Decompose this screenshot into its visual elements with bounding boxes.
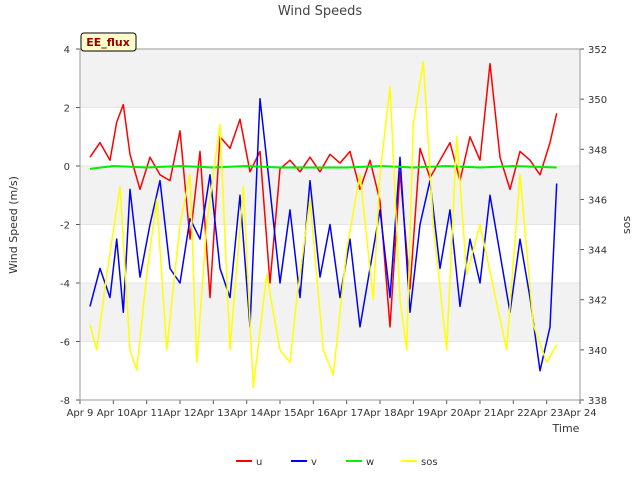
x-tick-label: Apr 24 bbox=[563, 408, 596, 419]
legend-label-u: u bbox=[256, 457, 262, 468]
y-tick-label: -2 bbox=[60, 221, 70, 232]
plot-area: -8 -6 -4 -2 0 2 4 338 340 342 344 346 348 350 352 Apr 9… bbox=[60, 45, 607, 419]
y-axis-label: Wind Speed (m/s) bbox=[7, 176, 20, 274]
legend-label-sos: sos bbox=[421, 457, 438, 468]
x-tick-label: Apr 14 bbox=[230, 408, 263, 419]
x-tick-label: Apr 17 bbox=[330, 408, 363, 419]
y-tick-label: -4 bbox=[60, 279, 70, 290]
chart-title: Wind Speeds bbox=[278, 4, 363, 19]
y2-tick-label: 352 bbox=[588, 45, 607, 56]
x-tick-label: Apr 18 bbox=[363, 408, 396, 419]
grid-band bbox=[80, 283, 580, 342]
x-tick-label: Apr 15 bbox=[263, 408, 296, 419]
y-tick-label: -8 bbox=[60, 396, 70, 407]
y-tick-label: 4 bbox=[64, 45, 70, 56]
y-tick-label: 2 bbox=[64, 104, 70, 115]
y2-tick-label: 350 bbox=[588, 95, 607, 106]
legend-label-w: w bbox=[366, 457, 374, 468]
y2-tick-label: 346 bbox=[588, 195, 607, 206]
y2-tick-label: 344 bbox=[588, 246, 607, 257]
y2-tick-label: 340 bbox=[588, 346, 607, 357]
plot-frame bbox=[79, 48, 581, 401]
badge: EE_flux bbox=[80, 32, 137, 52]
x-tick-label: Apr 23 bbox=[530, 408, 563, 419]
x-tick-label: Apr 19 bbox=[397, 408, 430, 419]
series-line-u bbox=[89, 62, 558, 328]
x-tick-label: Apr 13 bbox=[197, 408, 230, 419]
grid-band bbox=[80, 224, 580, 283]
x-tick-label: Apr 9 bbox=[67, 408, 94, 419]
x-tick-label: Apr 11 bbox=[130, 408, 163, 419]
series-line-w bbox=[89, 165, 557, 170]
grid-band bbox=[80, 49, 580, 108]
y2-axis-label: sos bbox=[620, 216, 633, 234]
grid-band bbox=[80, 341, 580, 400]
x-tick-label: Apr 20 bbox=[430, 408, 463, 419]
legend: u v w sos bbox=[236, 457, 438, 468]
y2-tick-label: 342 bbox=[588, 296, 607, 307]
x-tick-label: Apr 12 bbox=[163, 408, 196, 419]
y-tick-label: 0 bbox=[64, 162, 70, 173]
x-tick-label: Apr 16 bbox=[297, 408, 330, 419]
x-axis-label: Time bbox=[552, 422, 580, 435]
badge-text: EE_flux bbox=[86, 36, 130, 49]
y-tick-label: -6 bbox=[60, 338, 70, 349]
y2-tick-label: 348 bbox=[588, 145, 607, 156]
x-tick-label: Apr 10 bbox=[97, 408, 130, 419]
legend-label-v: v bbox=[311, 457, 317, 468]
series-line-sos bbox=[89, 60, 558, 389]
y2-tick-label: 338 bbox=[588, 396, 607, 407]
x-tick-label: Apr 22 bbox=[497, 408, 530, 419]
series-line-v bbox=[89, 97, 558, 372]
grid-band bbox=[80, 107, 580, 166]
x-tick-label: Apr 21 bbox=[463, 408, 496, 419]
